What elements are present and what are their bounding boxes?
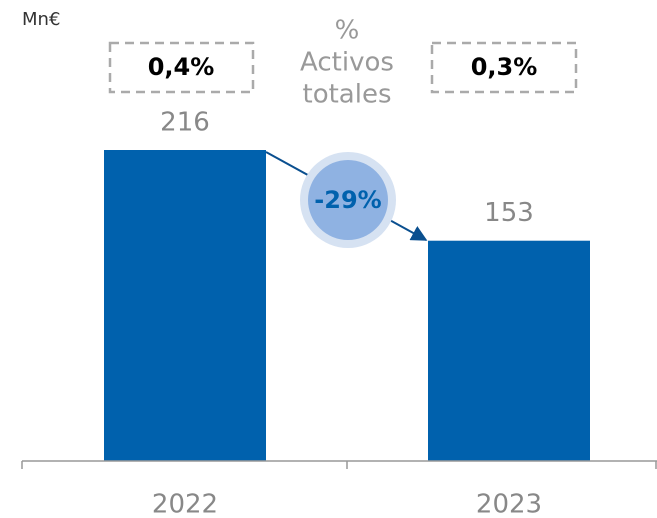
bar <box>104 150 266 461</box>
change-circle <box>308 160 388 240</box>
share-box <box>108 41 255 94</box>
unit-label: Mn€ <box>22 9 60 30</box>
share-label: Activos <box>300 48 394 78</box>
x-tick-label: 2022 <box>152 490 218 518</box>
bar <box>428 240 590 461</box>
share-box <box>430 41 578 94</box>
value-label: 153 <box>484 198 534 228</box>
bars <box>104 150 590 461</box>
change-label: -29% <box>314 186 381 214</box>
share-value: 0,4% <box>148 53 215 81</box>
share-label: % <box>335 16 360 46</box>
share-value: 0,3% <box>471 53 538 81</box>
value-label: 216 <box>160 108 210 138</box>
share-label: totales <box>303 80 392 110</box>
x-tick-label: 2023 <box>476 490 542 518</box>
